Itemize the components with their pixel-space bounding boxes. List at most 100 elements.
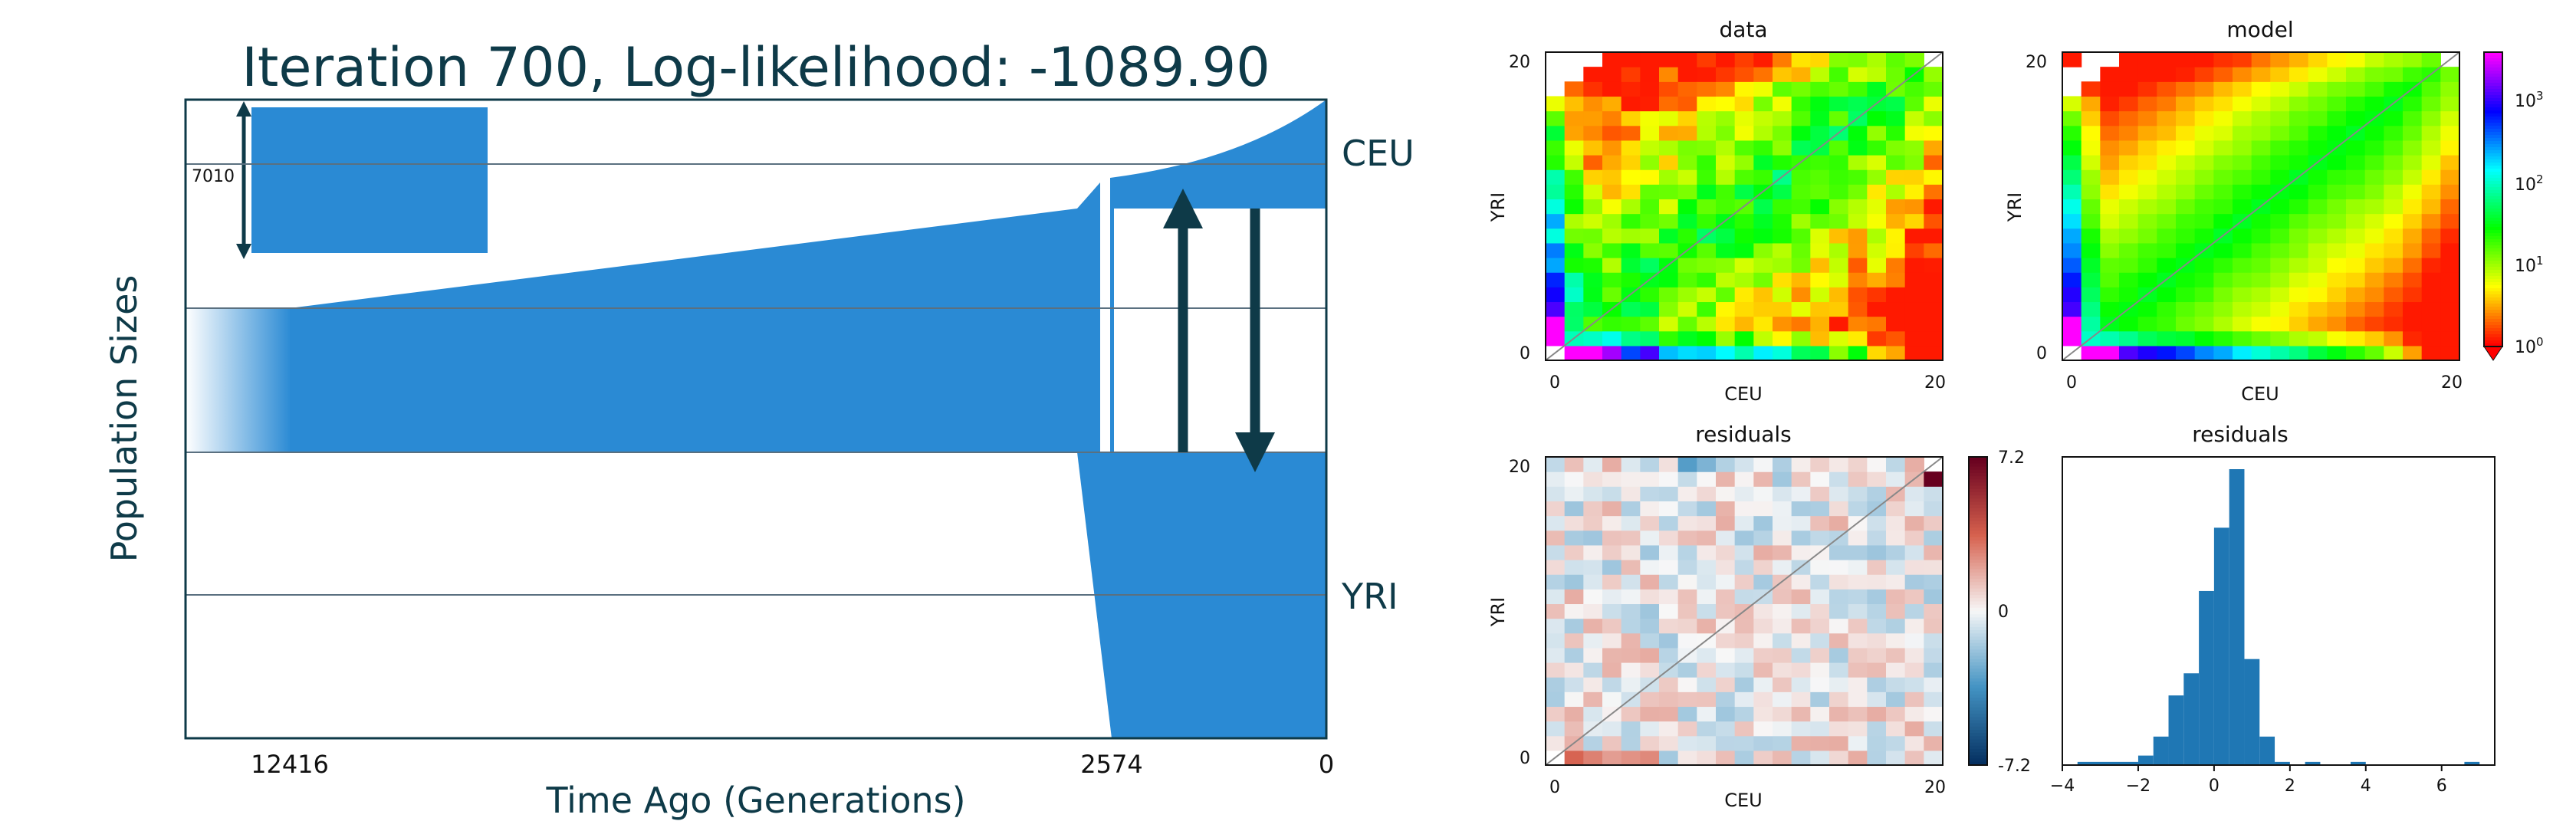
- colorbar-segment: [1969, 678, 1987, 682]
- model-cell: [2327, 316, 2347, 332]
- data-cell: [1886, 272, 1906, 287]
- residual-cell: [1753, 706, 1773, 722]
- data-cell: [1886, 213, 1906, 229]
- model-cell: [2421, 110, 2441, 126]
- model-cell: [2270, 258, 2290, 273]
- model-cell: [2062, 213, 2082, 229]
- residual-cell: [1621, 501, 1641, 517]
- model-cell: [2308, 301, 2328, 317]
- model-cell: [2289, 110, 2309, 126]
- data-cell: [1697, 345, 1717, 361]
- heatmap-model-diagonal: [2062, 51, 2460, 361]
- residual-cell: [1886, 501, 1906, 517]
- data-cell: [1773, 345, 1792, 361]
- colorbar-segment: [1969, 534, 1987, 538]
- data-cell: [1697, 330, 1717, 347]
- model-cell: [2403, 184, 2423, 200]
- residual-cell: [1753, 677, 1773, 692]
- colorbar-segment: [2484, 113, 2502, 117]
- residual-cell: [1904, 735, 1924, 751]
- model-cell: [2346, 316, 2366, 332]
- data-cell: [1564, 96, 1584, 112]
- data-cell: [1640, 242, 1660, 258]
- residual-cell: [1583, 735, 1603, 751]
- data-cell: [1848, 287, 1868, 303]
- data-cell: [1564, 81, 1584, 97]
- residual-cell: [1810, 471, 1830, 487]
- model-cell: [2251, 81, 2271, 97]
- residual-cell: [1659, 501, 1679, 517]
- residual-cell: [1753, 662, 1773, 678]
- model-cell: [2233, 110, 2252, 126]
- model-cell: [2157, 67, 2177, 82]
- data-cell: [1924, 96, 1944, 112]
- colorbar-segment: [1969, 544, 1987, 547]
- model-cell: [2062, 316, 2082, 332]
- data-cell: [1848, 228, 1868, 244]
- colorbar-segment: [1969, 569, 1987, 573]
- residual-cell: [1659, 618, 1679, 634]
- model-cell: [2251, 110, 2271, 126]
- residual-cell: [1886, 457, 1906, 472]
- model-cell: [2289, 316, 2309, 332]
- colorbar-segment: [2484, 337, 2502, 341]
- colorbar-segment: [2484, 61, 2502, 65]
- residual-cell: [1773, 515, 1792, 531]
- residual-cell: [1753, 603, 1773, 619]
- model-cell: [2100, 228, 2120, 244]
- model-cell: [2346, 272, 2366, 287]
- data-cell: [1924, 272, 1944, 287]
- model-cell: [2364, 155, 2384, 170]
- data-cell: [1546, 110, 1566, 126]
- residual-cell: [1602, 662, 1622, 678]
- model-cell: [2137, 272, 2157, 287]
- model-cell: [2421, 316, 2441, 332]
- model-cell: [2327, 242, 2347, 258]
- data-cell: [1810, 242, 1830, 258]
- colorbar-segment: [1969, 614, 1987, 618]
- residual-cell: [1904, 721, 1924, 737]
- residual-cell: [1659, 706, 1679, 722]
- colorbar-segment: [2484, 258, 2502, 261]
- data-cell: [1716, 52, 1736, 67]
- data-cell: [1904, 125, 1924, 141]
- residual-cell: [1734, 677, 1754, 692]
- data-cell: [1546, 169, 1566, 185]
- model-cell: [2100, 258, 2120, 273]
- model-cell: [2176, 52, 2196, 67]
- data-cell: [1753, 125, 1773, 141]
- residual-cell: [1810, 735, 1830, 751]
- residual-cell: [1791, 677, 1811, 692]
- data-cell: [1564, 272, 1584, 287]
- model-cell: [2213, 81, 2233, 97]
- model-cell: [2100, 184, 2120, 200]
- data-cell: [1848, 330, 1868, 347]
- residual-cell: [1924, 501, 1944, 517]
- data-cell: [1773, 199, 1792, 215]
- demography-frame: [184, 98, 1328, 740]
- data-cell: [1640, 330, 1660, 347]
- data-cell: [1677, 287, 1697, 303]
- residuals-colorbar-gradient: [1969, 457, 1987, 766]
- colorbar-segment: [1969, 646, 1987, 650]
- model-cell: [2251, 242, 2271, 258]
- data-cell: [1886, 67, 1906, 82]
- colorbar-segment: [1969, 668, 1987, 673]
- colorbar-segment: [1969, 729, 1987, 734]
- data-cell: [1659, 242, 1679, 258]
- data-cell: [1697, 242, 1717, 258]
- data-cell: [1867, 52, 1887, 67]
- residual-cell: [1810, 721, 1830, 737]
- data-cell: [1640, 169, 1660, 185]
- data-cell: [1697, 169, 1717, 185]
- data-cell: [1904, 140, 1924, 156]
- residual-cell: [1886, 515, 1906, 531]
- model-cell: [2270, 199, 2290, 215]
- data-cell: [1583, 242, 1603, 258]
- residual-cell: [1848, 589, 1868, 605]
- data-cell: [1924, 213, 1944, 229]
- data-cell: [1924, 81, 1944, 97]
- model-cell: [2233, 67, 2252, 82]
- colorbar-segment: [2484, 104, 2502, 108]
- colorbar-segment: [1969, 761, 1987, 766]
